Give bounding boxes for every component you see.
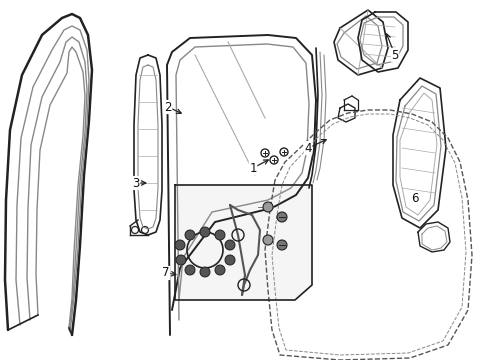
Circle shape xyxy=(224,255,235,265)
Circle shape xyxy=(276,240,286,250)
Text: 1: 1 xyxy=(249,162,256,175)
Circle shape xyxy=(215,230,224,240)
Text: 7: 7 xyxy=(162,266,169,279)
Circle shape xyxy=(184,265,195,275)
Circle shape xyxy=(263,202,272,212)
Circle shape xyxy=(175,240,184,250)
Circle shape xyxy=(224,240,235,250)
Text: 6: 6 xyxy=(410,192,418,204)
Text: 2: 2 xyxy=(164,100,171,113)
Circle shape xyxy=(184,230,195,240)
Text: 4: 4 xyxy=(304,141,311,154)
Circle shape xyxy=(200,227,209,237)
Circle shape xyxy=(200,267,209,277)
Circle shape xyxy=(215,265,224,275)
Circle shape xyxy=(276,212,286,222)
Text: 3: 3 xyxy=(132,176,140,189)
Circle shape xyxy=(263,235,272,245)
Circle shape xyxy=(176,255,185,265)
Text: 5: 5 xyxy=(390,49,398,62)
Polygon shape xyxy=(175,185,311,300)
